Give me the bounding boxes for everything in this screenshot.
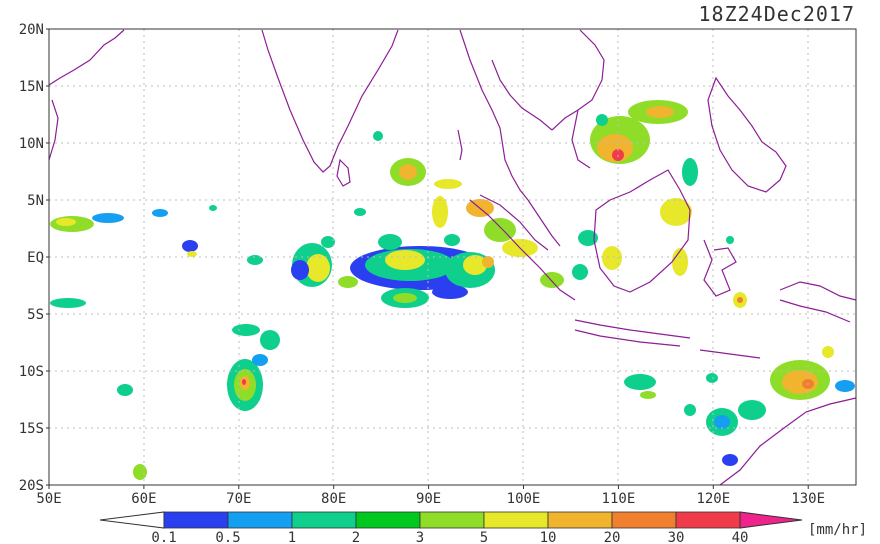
lat-tick-label: 5S — [27, 307, 44, 323]
lat-tick-label: 5N — [27, 193, 44, 209]
lon-tick-label: 120E — [696, 491, 730, 507]
lat-tick-label: 10N — [19, 136, 44, 152]
colorbar-segment — [547, 511, 613, 529]
colorbar-under-arrow — [99, 511, 165, 529]
plot-area — [48, 28, 857, 486]
colorbar-segment — [483, 511, 549, 529]
colorbar-units: [mm/hr] — [808, 522, 867, 538]
colorbar-tick-label: 20 — [604, 530, 621, 544]
lat-tick-label: EQ — [27, 250, 44, 266]
lon-tick-label: 110E — [602, 491, 636, 507]
colorbar-segment — [227, 511, 293, 529]
colorbar-segment — [675, 511, 741, 529]
colorbar-segment — [355, 511, 421, 529]
map-title: 18Z24Dec2017 — [699, 2, 856, 26]
lon-tick-label: 100E — [507, 491, 541, 507]
lat-tick-label: 20S — [19, 478, 44, 494]
lon-tick-label: 70E — [226, 491, 251, 507]
lon-tick-label: 60E — [131, 491, 156, 507]
colorbar-tick-label: 2 — [352, 530, 360, 544]
gridlines — [49, 29, 856, 485]
colorbar-segment — [419, 511, 485, 529]
lon-axis: 50E 60E 70E 80E 90E 100E 110E 120E 130E — [36, 485, 825, 507]
precipitation-field — [50, 100, 855, 480]
rain-cluster-bay-bengal — [373, 131, 538, 257]
colorbar: 0.1 0.5 1 2 3 5 10 20 30 40 — [99, 511, 803, 544]
colorbar-over-arrow — [739, 511, 803, 529]
colorbar-tick-label: 3 — [416, 530, 424, 544]
lon-tick-label: 130E — [791, 491, 825, 507]
colorbar-tick-label: 5 — [480, 530, 488, 544]
colorbar-tick-label: 10 — [540, 530, 557, 544]
lat-tick-label: 15S — [19, 421, 44, 437]
colorbar-tick-label: 1 — [288, 530, 296, 544]
lat-axis: 20N 15N 10N 5N EQ 5S 10S 15S 20S — [19, 22, 49, 494]
rain-cluster-equatorial — [247, 208, 495, 308]
rain-cluster-australia — [624, 346, 855, 466]
lon-tick-label: 50E — [36, 491, 61, 507]
lat-tick-label: 10S — [19, 364, 44, 380]
colorbar-tick-label: 0.1 — [151, 530, 176, 544]
colorbar-segment — [291, 511, 357, 529]
colorbar-tick-label: 40 — [732, 530, 749, 544]
colorbar-tick-label: 0.5 — [215, 530, 240, 544]
rain-cluster-west — [50, 205, 217, 480]
colorbar-tick-label: 30 — [668, 530, 685, 544]
lon-tick-label: 80E — [321, 491, 346, 507]
coastlines — [48, 29, 857, 486]
lat-tick-label: 15N — [19, 79, 44, 95]
colorbar-segment — [611, 511, 677, 529]
rain-cluster-maritime — [540, 158, 747, 308]
colorbar-segment — [163, 511, 229, 529]
lat-tick-label: 20N — [19, 22, 44, 38]
lon-tick-label: 90E — [416, 491, 441, 507]
